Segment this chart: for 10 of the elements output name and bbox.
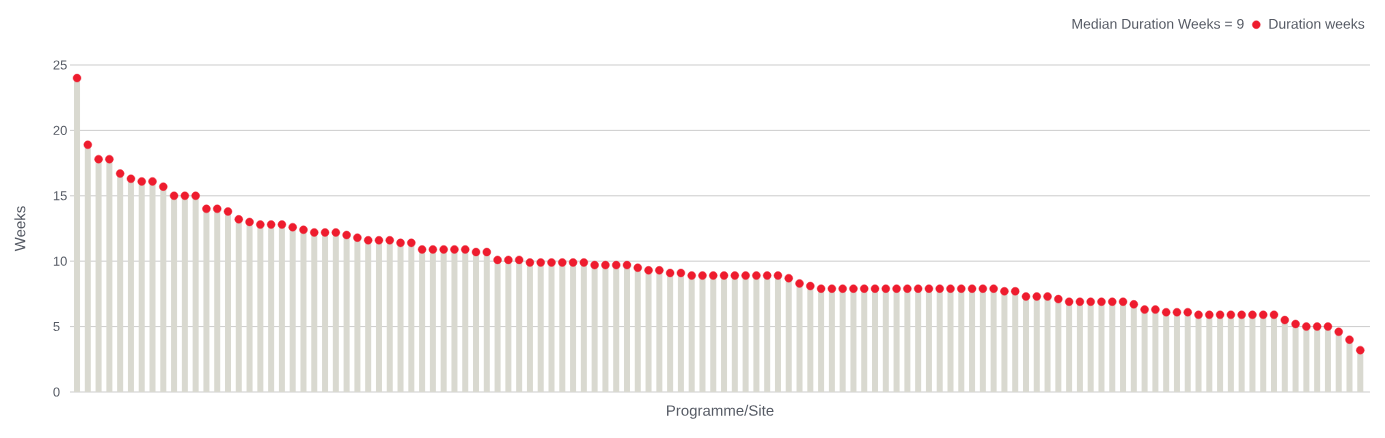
y-tick-label: 10 [53,256,67,266]
y-tick-label: 25 [53,60,67,70]
y-tick-label: 0 [53,387,60,397]
legend-label: Duration weeks [1269,18,1365,29]
y-tick-label: 5 [53,322,60,332]
x-axis-title: Programme/Site [667,404,774,419]
y-tick-label: 20 [53,125,67,135]
text: Median Duration Weeks = 9 [1072,18,1244,29]
y-tick-label: 15 [53,191,67,201]
y-axis-title: Weeks [14,206,26,252]
